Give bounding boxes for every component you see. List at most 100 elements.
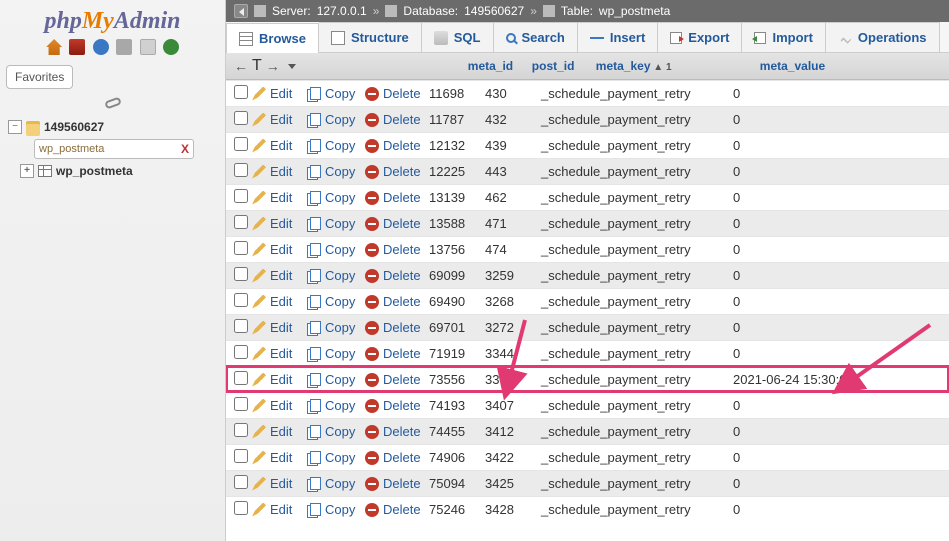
row-checkbox[interactable] (234, 111, 248, 125)
delete-link[interactable]: Delete (365, 164, 429, 179)
delete-link[interactable]: Delete (365, 476, 429, 491)
copy-link[interactable]: Copy (307, 476, 365, 491)
edit-link[interactable]: Edit (252, 424, 307, 439)
query-icon[interactable] (116, 39, 132, 55)
delete-link[interactable]: Delete (365, 502, 429, 517)
copy-link[interactable]: Copy (307, 164, 365, 179)
edit-link[interactable]: Edit (252, 86, 307, 101)
edit-link[interactable]: Edit (252, 320, 307, 335)
edit-link[interactable]: Edit (252, 216, 307, 231)
delete-link[interactable]: Delete (365, 346, 429, 361)
crumb-db-value[interactable]: 149560627 (464, 4, 524, 18)
edit-link[interactable]: Edit (252, 138, 307, 153)
row-checkbox[interactable] (234, 137, 248, 151)
tab-structure[interactable]: Structure (319, 22, 422, 52)
delete-link[interactable]: Delete (365, 294, 429, 309)
edit-link[interactable]: Edit (252, 502, 307, 517)
delete-link[interactable]: Delete (365, 450, 429, 465)
row-checkbox[interactable] (234, 319, 248, 333)
rows-right-icon[interactable]: → (266, 58, 280, 74)
row-checkbox[interactable] (234, 215, 248, 229)
row-checkbox[interactable] (234, 345, 248, 359)
edit-link[interactable]: Edit (252, 398, 307, 413)
copy-link[interactable]: Copy (307, 216, 365, 231)
row-checkbox[interactable] (234, 85, 248, 99)
table-filter-input[interactable] (39, 143, 181, 155)
row-checkbox[interactable] (234, 501, 248, 515)
edit-link[interactable]: Edit (252, 268, 307, 283)
copy-link[interactable]: Copy (307, 502, 365, 517)
nav-back-icon[interactable] (234, 4, 248, 18)
copy-link[interactable]: Copy (307, 112, 365, 127)
edit-link[interactable]: Edit (252, 294, 307, 309)
copy-link[interactable]: Copy (307, 346, 365, 361)
expand-icon[interactable]: + (20, 164, 34, 178)
col-meta-value[interactable]: meta_value (754, 59, 831, 73)
delete-link[interactable]: Delete (365, 112, 429, 127)
tab-operations[interactable]: Operations (826, 22, 940, 52)
tab-search[interactable]: Search (494, 22, 578, 52)
delete-link[interactable]: Delete (365, 268, 429, 283)
copy-link[interactable]: Copy (307, 294, 365, 309)
edit-link[interactable]: Edit (252, 190, 307, 205)
tab-import[interactable]: Import (742, 22, 825, 52)
copy-link[interactable]: Copy (307, 86, 365, 101)
tree-table-row[interactable]: + wp_postmeta (18, 161, 219, 181)
row-checkbox[interactable] (234, 241, 248, 255)
docs-icon[interactable] (140, 39, 156, 55)
crumb-table-value[interactable]: wp_postmeta (599, 4, 670, 18)
tab-export[interactable]: Export (658, 22, 742, 52)
row-checkbox[interactable] (234, 371, 248, 385)
copy-link[interactable]: Copy (307, 320, 365, 335)
delete-link[interactable]: Delete (365, 216, 429, 231)
reload-icon[interactable] (163, 39, 179, 55)
delete-link[interactable]: Delete (365, 190, 429, 205)
copy-link[interactable]: Copy (307, 398, 365, 413)
delete-link[interactable]: Delete (365, 86, 429, 101)
crumb-server-value[interactable]: 127.0.0.1 (317, 4, 367, 18)
tab-insert[interactable]: Insert (578, 22, 658, 52)
delete-link[interactable]: Delete (365, 398, 429, 413)
delete-link[interactable]: Delete (365, 242, 429, 257)
edit-link[interactable]: Edit (252, 372, 307, 387)
logout-icon[interactable] (69, 39, 85, 55)
actions-dropdown-icon[interactable] (288, 64, 296, 69)
settings-icon[interactable] (93, 39, 109, 55)
row-checkbox[interactable] (234, 293, 248, 307)
delete-link[interactable]: Delete (365, 424, 429, 439)
edit-link[interactable]: Edit (252, 450, 307, 465)
copy-link[interactable]: Copy (307, 242, 365, 257)
copy-link[interactable]: Copy (307, 190, 365, 205)
delete-link[interactable]: Delete (365, 372, 429, 387)
rows-left-icon[interactable]: ← (234, 58, 248, 74)
row-checkbox[interactable] (234, 449, 248, 463)
clear-filter-icon[interactable]: X (181, 142, 189, 156)
copy-link[interactable]: Copy (307, 450, 365, 465)
col-meta-key[interactable]: meta_key ▲ 1 (590, 59, 750, 73)
delete-link[interactable]: Delete (365, 138, 429, 153)
tab-browse[interactable]: Browse (226, 23, 319, 53)
row-checkbox[interactable] (234, 267, 248, 281)
tree-db-row[interactable]: − 149560627 (6, 117, 219, 137)
copy-link[interactable]: Copy (307, 372, 365, 387)
edit-link[interactable]: Edit (252, 164, 307, 179)
edit-link[interactable]: Edit (252, 242, 307, 257)
table-filter[interactable]: X (34, 139, 194, 159)
col-meta-id[interactable]: meta_id (462, 59, 522, 73)
edit-link[interactable]: Edit (252, 476, 307, 491)
row-checkbox[interactable] (234, 189, 248, 203)
col-post-id[interactable]: post_id (526, 59, 586, 73)
edit-link[interactable]: Edit (252, 112, 307, 127)
delete-link[interactable]: Delete (365, 320, 429, 335)
favorites-tab[interactable]: Favorites (6, 65, 73, 89)
row-checkbox[interactable] (234, 475, 248, 489)
copy-link[interactable]: Copy (307, 268, 365, 283)
collapse-icon[interactable]: − (8, 120, 22, 134)
copy-link[interactable]: Copy (307, 138, 365, 153)
home-icon[interactable] (46, 39, 62, 55)
row-checkbox[interactable] (234, 423, 248, 437)
row-checkbox[interactable] (234, 163, 248, 177)
tab-sql[interactable]: SQL (422, 22, 494, 52)
row-checkbox[interactable] (234, 397, 248, 411)
edit-link[interactable]: Edit (252, 346, 307, 361)
